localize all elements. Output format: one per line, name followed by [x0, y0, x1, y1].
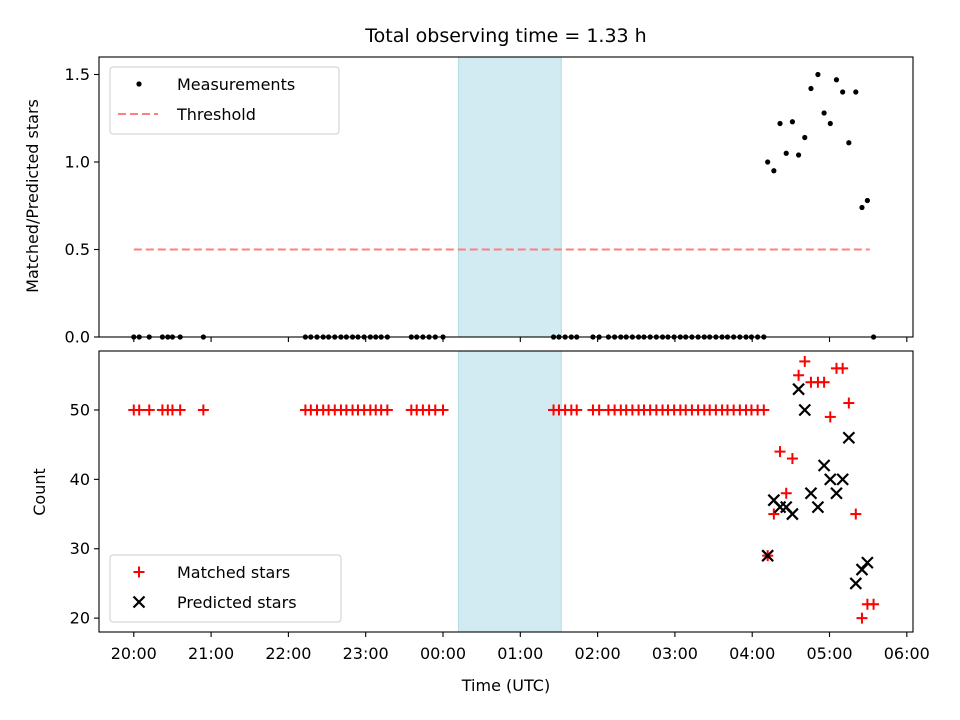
predicted-stars-point [761, 549, 774, 562]
predicted-stars-point [786, 507, 799, 521]
legend-predicted-marker [132, 595, 146, 609]
matched-stars-point [837, 362, 849, 374]
x-tick-label: 20:00 [111, 644, 157, 663]
observing-span [457, 56, 562, 338]
measurement-point [859, 204, 865, 211]
measurement-point [765, 159, 771, 165]
matched-stars-point [868, 598, 880, 610]
legend-bottom: Matched stars Predicted stars [109, 554, 342, 623]
legend-box [109, 554, 342, 623]
measurement-point [846, 140, 852, 146]
legend-top: Measurements Threshold [109, 66, 340, 135]
matched-stars-point [843, 397, 855, 409]
measurement-point [808, 85, 814, 92]
matched-stars-point [133, 404, 145, 416]
legend-label: Predicted stars [177, 593, 297, 612]
matched-stars-point [197, 404, 209, 416]
x-tick-label: 23:00 [343, 644, 389, 663]
predicted-stars-point [849, 577, 863, 590]
measurement-point [840, 89, 846, 95]
chart-title: Total observing time = 1.33 h [364, 25, 646, 47]
x-tick-label: 04:00 [729, 644, 775, 663]
matched-stars-point [174, 404, 186, 416]
predicted-stars-point [836, 473, 849, 486]
x-tick-label: 01:00 [497, 644, 543, 663]
measurement-point [827, 120, 833, 127]
predicted-stars-point [830, 486, 843, 500]
top-y-axis-label: Matched/Predicted stars [23, 99, 42, 293]
matched-stars-point [824, 411, 836, 423]
legend-measurement-marker [136, 81, 142, 87]
matched-stars-point [818, 376, 830, 388]
x-axis-label: Time (UTC) [461, 676, 550, 695]
y-tick-label: 40 [70, 470, 90, 489]
measurement-point [795, 152, 802, 158]
measurement-point [833, 77, 840, 83]
x-tick-label: 06:00 [884, 644, 930, 663]
matched-stars-point [437, 404, 449, 416]
axes-frame [98, 350, 914, 633]
measurement-point [789, 119, 796, 125]
predicted-stars-point [824, 473, 837, 486]
matched-stars-point [758, 404, 770, 416]
x-tick-label: 05:00 [806, 644, 852, 663]
predicted-stars-point [842, 431, 856, 445]
predicted-stars-point [817, 459, 831, 472]
predicted-stars-point [798, 403, 812, 417]
matched-stars-point [571, 404, 583, 416]
x-tick-label: 03:00 [652, 644, 698, 663]
y-tick-label: 1.0 [65, 153, 90, 172]
legend-label: Matched stars [177, 563, 290, 582]
matched-stars-point [780, 487, 792, 499]
measurement-point [815, 71, 821, 78]
measurement-point [864, 197, 870, 204]
matched-stars-point [786, 453, 798, 465]
count-panel: 20 30 40 50 20:00 21:00 22:00 23:00 00:00 01:00 02… [70, 350, 930, 663]
matched-stars-point [143, 404, 155, 416]
measurement-point [771, 168, 777, 174]
axes-frame [98, 56, 914, 338]
matched-stars-point [850, 508, 862, 520]
measurement-point [802, 134, 808, 141]
matched-stars-point [856, 612, 868, 624]
x-tick-label: 22:00 [265, 644, 311, 663]
ratio-panel: 0.0 0.5 1.0 1.5 Measurements Threshold [65, 56, 914, 347]
matched-stars-point [774, 446, 786, 458]
x-tick-label: 00:00 [420, 644, 466, 663]
legend-box [109, 66, 340, 135]
matched-stars-point [768, 508, 780, 520]
predicted-stars-point [811, 500, 825, 514]
bottom-y-axis-label: Count [30, 468, 49, 516]
matched-stars-point [593, 404, 605, 416]
predicted-stars-point [792, 382, 805, 396]
predicted-stars-point [861, 556, 874, 569]
x-tick-label: 02:00 [575, 644, 621, 663]
measurement-point [783, 150, 789, 156]
observing-span [457, 350, 562, 633]
measurement-point [821, 110, 827, 116]
y-tick-label: 0.5 [65, 240, 90, 259]
legend-matched-marker [133, 566, 145, 578]
y-tick-label: 0.0 [65, 328, 90, 347]
x-tick-label: 21:00 [188, 644, 234, 663]
matched-stars-point [381, 404, 393, 416]
matched-stars-point [799, 355, 811, 367]
y-tick-label: 30 [70, 539, 90, 558]
matched-stars-point [793, 369, 805, 381]
legend-label: Threshold [176, 105, 256, 124]
y-tick-label: 1.5 [65, 65, 90, 84]
y-tick-label: 20 [70, 609, 90, 628]
measurement-point [777, 120, 783, 127]
predicted-stars-point [804, 486, 818, 500]
y-tick-label: 50 [70, 400, 90, 419]
measurement-point [853, 89, 859, 95]
legend-label: Measurements [177, 75, 295, 94]
